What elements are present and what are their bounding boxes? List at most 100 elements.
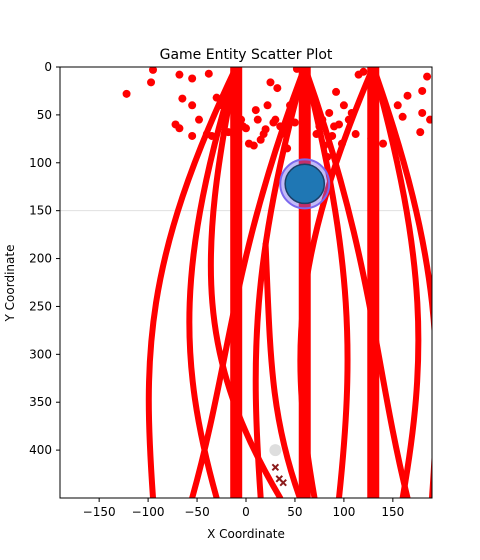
enemy-point xyxy=(398,112,407,121)
y-tick-label: 50 xyxy=(37,108,52,122)
enemy-point xyxy=(323,153,332,162)
x-tick-label: −100 xyxy=(132,505,165,519)
enemy-point xyxy=(418,108,427,117)
y-axis-label: Y Coordinate xyxy=(3,245,17,323)
debris-point xyxy=(279,478,287,487)
plot-area xyxy=(60,67,432,498)
player-entity xyxy=(284,163,326,205)
enemy-point xyxy=(337,139,346,148)
enemy-point xyxy=(359,67,368,76)
debris-stroke xyxy=(271,463,280,472)
enemy-points xyxy=(122,67,432,162)
enemy-point xyxy=(188,101,197,110)
enemy-point xyxy=(367,134,376,143)
x-tick-label: 100 xyxy=(332,505,355,519)
trajectory-arc-8 xyxy=(370,67,422,498)
enemy-point xyxy=(281,130,290,139)
debris-stroke xyxy=(279,478,287,487)
enemy-point xyxy=(325,108,334,117)
enemy-point xyxy=(224,128,233,137)
enemy-point xyxy=(175,70,184,79)
enemy-point xyxy=(217,101,226,110)
enemy-point xyxy=(305,82,314,91)
trajectory-arc-2 xyxy=(207,67,284,498)
enemy-point xyxy=(253,115,262,124)
enemy-point xyxy=(290,118,299,127)
enemy-point xyxy=(426,115,432,124)
x-tick-label: −150 xyxy=(83,505,116,519)
enemy-point xyxy=(273,84,282,93)
vertical-beam-1 xyxy=(298,67,311,498)
enemy-point xyxy=(288,106,297,115)
y-tick-label: 300 xyxy=(29,347,52,361)
enemy-point xyxy=(332,87,341,96)
trajectory-arcs xyxy=(145,67,432,498)
enemy-point xyxy=(230,131,239,140)
enemy-point xyxy=(222,108,231,117)
enemy-point xyxy=(175,124,184,133)
enemy-point xyxy=(234,137,243,146)
x-tick-label: −50 xyxy=(184,505,209,519)
waypoint-marker xyxy=(269,444,282,457)
enemy-point xyxy=(271,115,280,124)
x-tick-label: 50 xyxy=(287,505,302,519)
y-tick-label: 150 xyxy=(29,204,52,218)
enemy-point xyxy=(249,141,258,150)
enemy-point xyxy=(344,115,353,124)
enemy-point xyxy=(423,72,432,81)
enemy-point xyxy=(418,86,427,95)
vertical-beam-0 xyxy=(230,67,243,498)
vertical-beam-2 xyxy=(367,67,380,498)
debris-point xyxy=(271,463,280,472)
trajectory-arc-10 xyxy=(262,241,303,498)
enemy-point xyxy=(266,78,275,87)
chart-title: Game Entity Scatter Plot xyxy=(160,47,333,63)
special-entities xyxy=(269,158,331,487)
trajectory-arc-1 xyxy=(186,67,240,498)
enemy-point xyxy=(403,91,412,100)
x-tick-label: 0 xyxy=(242,505,250,519)
enemy-point xyxy=(393,101,402,110)
enemy-point xyxy=(379,139,388,148)
trajectory-arc-5 xyxy=(301,67,351,498)
enemy-point xyxy=(188,131,197,140)
enemy-point xyxy=(295,80,304,89)
x-axis-ticks: −150 −100 −50 0 50 100 150 xyxy=(83,498,404,519)
enemy-point xyxy=(207,131,216,140)
enemy-point xyxy=(242,124,250,133)
enemy-point xyxy=(386,120,395,129)
enemy-point xyxy=(312,130,321,139)
trajectory-arc-0 xyxy=(145,67,240,498)
enemy-point xyxy=(283,144,292,153)
enemy-point xyxy=(328,131,337,140)
enemy-point xyxy=(310,96,319,105)
enemy-point xyxy=(292,67,301,73)
debris-stroke xyxy=(275,475,283,483)
enemy-point xyxy=(204,69,213,78)
enemy-point xyxy=(237,115,246,124)
y-tick-label: 400 xyxy=(29,443,52,457)
y-axis-ticks: 0 50 100 150 200 250 300 350 400 xyxy=(29,60,60,457)
enemy-point xyxy=(212,93,221,102)
enemy-point xyxy=(147,78,156,87)
enemy-point xyxy=(178,94,187,103)
x-tick-label: 150 xyxy=(381,505,404,519)
trajectory-arc-4 xyxy=(252,67,308,498)
x-axis-label: X Coordinate xyxy=(207,527,285,541)
enemy-point xyxy=(276,122,285,131)
enemy-point xyxy=(351,130,360,139)
enemy-point xyxy=(315,122,324,131)
enemy-point xyxy=(149,67,157,74)
enemy-point xyxy=(320,141,329,150)
y-tick-label: 0 xyxy=(44,60,52,74)
enemy-point xyxy=(335,120,343,129)
enemy-point xyxy=(347,108,356,117)
enemy-point xyxy=(122,89,131,98)
enemy-point xyxy=(195,115,204,124)
y-tick-label: 350 xyxy=(29,395,52,409)
enemy-point xyxy=(339,101,348,110)
y-tick-label: 250 xyxy=(29,299,52,313)
enemy-point xyxy=(251,106,260,115)
enemy-point xyxy=(261,125,270,134)
